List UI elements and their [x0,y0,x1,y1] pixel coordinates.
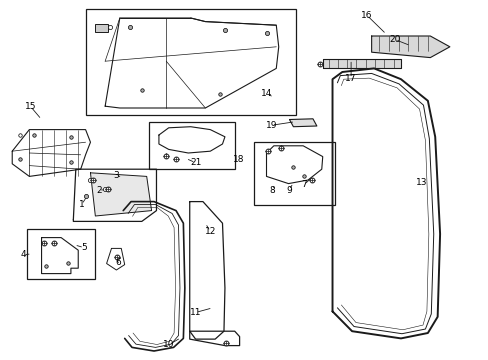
Text: 20: 20 [388,35,400,44]
Text: 17: 17 [345,74,356,83]
Polygon shape [322,59,400,68]
Text: 13: 13 [415,178,427,187]
Polygon shape [332,68,439,338]
Text: 16: 16 [360,10,372,19]
Text: 9: 9 [285,186,291,194]
Text: 14: 14 [260,89,272,98]
Text: 19: 19 [265,121,277,130]
Text: 3: 3 [113,171,119,180]
Text: 5: 5 [81,243,87,252]
Bar [254,142,334,205]
Polygon shape [106,248,124,270]
Text: 15: 15 [24,102,36,111]
Text: 4: 4 [20,251,26,259]
Polygon shape [289,119,316,127]
Polygon shape [189,202,224,339]
Polygon shape [90,173,151,216]
Text: 7: 7 [301,180,306,189]
Bar [27,229,95,279]
Polygon shape [371,36,449,58]
Text: 6: 6 [115,258,121,267]
Polygon shape [266,146,322,184]
Polygon shape [41,238,78,274]
Text: 11: 11 [189,308,201,317]
Text: 1: 1 [79,200,84,209]
Bar [149,122,234,169]
Bar [85,9,295,115]
Polygon shape [12,130,90,176]
Text: 18: 18 [232,155,244,164]
Text: 10: 10 [163,341,174,349]
Text: 21: 21 [189,158,201,167]
Text: 2: 2 [96,186,102,194]
Text: 8: 8 [269,186,275,194]
Bar [95,24,107,32]
Polygon shape [105,18,278,108]
Polygon shape [159,127,224,153]
Text: 12: 12 [204,227,216,236]
Polygon shape [73,169,156,221]
Polygon shape [189,331,239,346]
